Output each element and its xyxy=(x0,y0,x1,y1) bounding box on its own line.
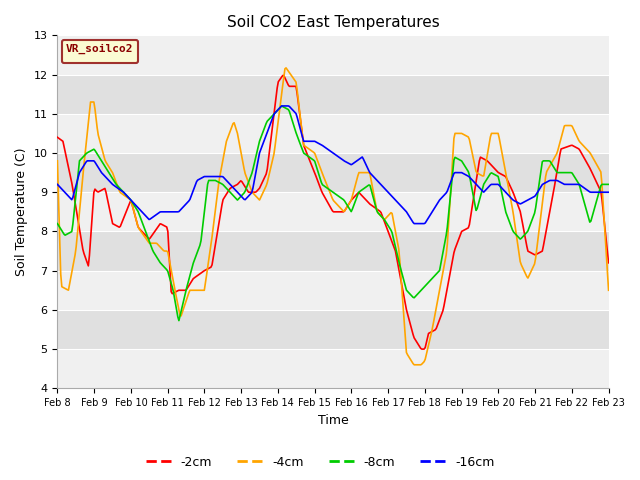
Bar xyxy=(58,192,609,231)
Bar xyxy=(58,310,609,349)
Legend:  xyxy=(62,40,138,63)
Bar xyxy=(58,271,609,310)
Legend: -2cm, -4cm, -8cm, -16cm: -2cm, -4cm, -8cm, -16cm xyxy=(141,451,499,474)
Bar xyxy=(58,114,609,153)
Bar xyxy=(58,36,609,74)
Title: Soil CO2 East Temperatures: Soil CO2 East Temperatures xyxy=(227,15,439,30)
X-axis label: Time: Time xyxy=(317,414,348,427)
Bar xyxy=(58,349,609,388)
Bar xyxy=(58,74,609,114)
Y-axis label: Soil Temperature (C): Soil Temperature (C) xyxy=(15,147,28,276)
Bar xyxy=(58,153,609,192)
Bar xyxy=(58,231,609,271)
